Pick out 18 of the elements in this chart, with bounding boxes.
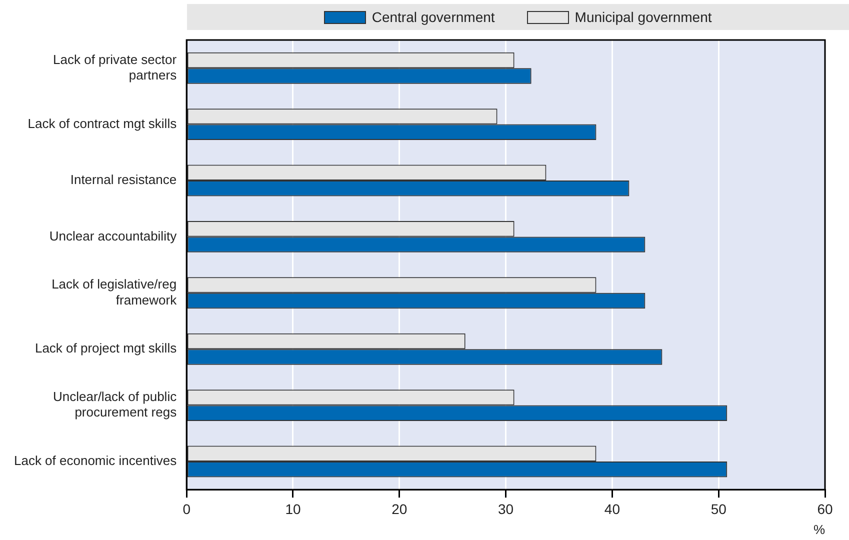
x-tick-label: 0: [182, 500, 191, 517]
x-tick-label: 20: [392, 500, 408, 517]
legend-label: Central government: [372, 9, 495, 25]
x-tick-label: 30: [498, 500, 514, 517]
y-tick-label: Unclear accountability: [49, 228, 178, 244]
x-tick-label: 50: [710, 500, 727, 517]
x-tick-label: 10: [285, 500, 301, 517]
y-tick-label: Lack of economic incentives: [14, 453, 178, 468]
y-tick-label: Lack of project mgt skills: [34, 340, 178, 356]
x-tick-label: 40: [604, 500, 620, 517]
y-tick-label: Lack of contract mgt skills: [28, 116, 178, 131]
y-tick-label: Lack of legislative/reg framework: [52, 276, 178, 308]
x-axis-title: %: [813, 522, 826, 537]
y-tick-label: Unclear/lack of public procurement regs: [53, 389, 178, 420]
y-tick-label: Internal resistance: [70, 172, 177, 188]
y-tick-label: Lack of private sector partners: [53, 52, 178, 82]
text: Municipal government: [574, 9, 712, 25]
x-tick-label: 60: [817, 500, 833, 517]
